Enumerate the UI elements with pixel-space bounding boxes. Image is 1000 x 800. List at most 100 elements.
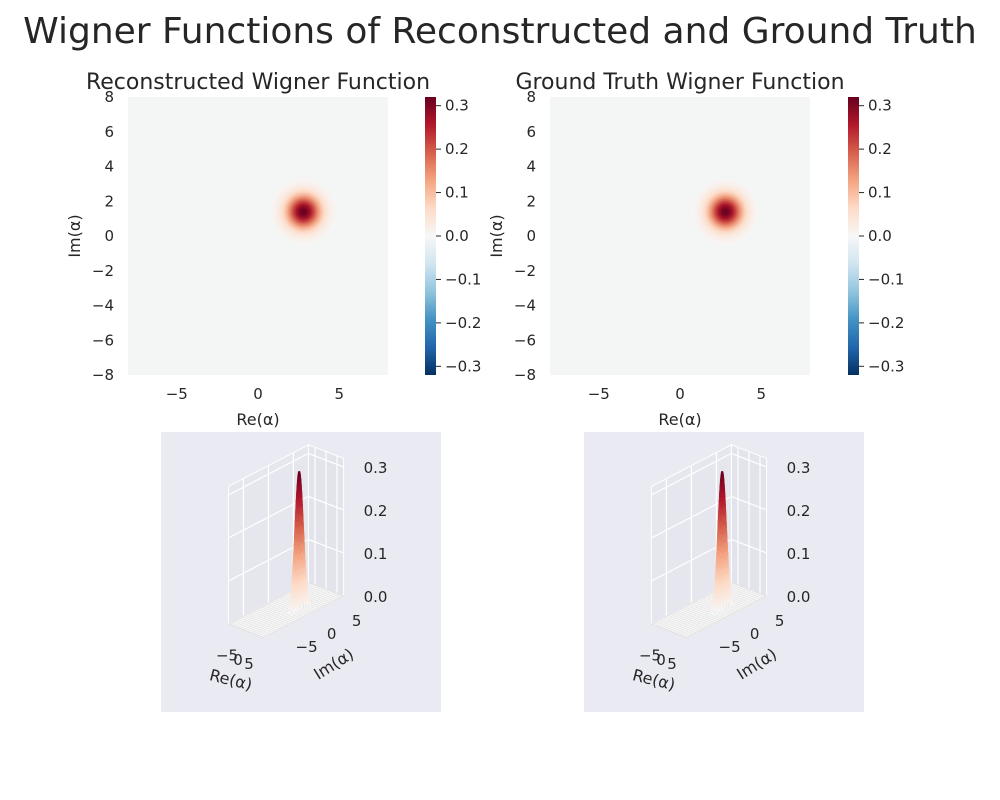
- y-tick-label: 0: [750, 625, 760, 643]
- surface-mesh-line: [656, 621, 692, 636]
- colorbar-tick-label: −0.3: [445, 357, 481, 375]
- surface-mesh-line: [688, 604, 725, 619]
- y-tick-label: −5: [296, 638, 318, 656]
- surface-mesh-line: [663, 617, 699, 632]
- colorbar-tick-label: 0.2: [445, 140, 469, 158]
- y-axis-label: Im(α): [487, 214, 506, 257]
- y-tick-label: 8: [526, 88, 536, 106]
- y-tick-label: −4: [92, 297, 114, 315]
- x-tick-label: −5: [166, 385, 188, 403]
- y-tick-label: −8: [92, 366, 114, 384]
- grid-line: [651, 452, 767, 496]
- surface-mesh-line: [247, 613, 283, 629]
- grid-line: [228, 495, 344, 539]
- x-tick-label: −5: [588, 385, 610, 403]
- surface-mesh-line: [265, 604, 302, 619]
- colorbar-tick-label: −0.2: [868, 314, 904, 332]
- surface-mesh-line: [681, 607, 718, 622]
- surface-mesh-line: [258, 607, 295, 622]
- x-axis-label: Re(α): [236, 410, 279, 429]
- surface-mesh-line: [230, 622, 267, 637]
- surface-mesh-line: [686, 605, 722, 620]
- surface-mesh-line: [308, 582, 344, 597]
- colorbar-tick-label: 0.1: [445, 184, 469, 202]
- y-tick-label: 2: [526, 192, 536, 210]
- ground-truth-heatmap-panel: Ground Truth Wigner Function −5 0 5 8 6 4 2 0 −2 −…: [487, 70, 904, 429]
- surface-mesh-line: [235, 620, 271, 635]
- reconstructed-surface-panel: −50 550−50.00.10.20.3Re(α) Im(α): [161, 432, 441, 712]
- x-tick-label: −5: [216, 647, 238, 665]
- surface-mesh-line: [670, 613, 706, 629]
- colorbar-tick-label: 0.2: [868, 140, 892, 158]
- y-tick-label: −2: [514, 262, 536, 280]
- z-tick-label: 0.1: [364, 545, 388, 563]
- colorbar-tick-label: −0.3: [868, 357, 904, 375]
- surface-mesh-line: [242, 616, 278, 631]
- z-tick-label: 0.2: [787, 502, 811, 520]
- heatmap-field: [550, 97, 810, 375]
- colorbar: [848, 97, 859, 375]
- surface-mesh-line: [658, 620, 694, 635]
- colorbar-tick-label: 0.3: [868, 97, 892, 115]
- ground-truth-surface-panel: −50 550−50.00.10.20.3Re(α) Im(α): [584, 432, 864, 712]
- surface-mesh-line: [726, 584, 762, 599]
- y-tick-label: −4: [514, 297, 536, 315]
- surface-mesh-line: [268, 593, 304, 618]
- colorbar-tick-label: 0.0: [445, 227, 469, 245]
- surface-mesh-line: [254, 610, 290, 625]
- x-tick-label: 5: [244, 655, 254, 673]
- surface-mesh-line: [305, 583, 342, 598]
- y-tick-label: 0: [104, 227, 114, 245]
- surface-mesh-line: [691, 593, 727, 618]
- wigner-peak: [691, 177, 760, 246]
- grid-line: [651, 538, 767, 582]
- surface-mesh-line: [228, 623, 264, 638]
- x-tick-label: 5: [667, 655, 677, 673]
- y-tick-label: −5: [719, 638, 741, 656]
- y-tick-label: 5: [775, 612, 785, 630]
- x-tick-label: 5: [334, 385, 344, 403]
- surface-mesh-line: [251, 611, 288, 626]
- surface-mesh-line: [244, 615, 281, 630]
- x-tick-label: 0: [233, 651, 243, 669]
- surface-mesh-line: [237, 618, 274, 633]
- surface-mesh-line: [261, 606, 297, 621]
- grid-line: [228, 538, 344, 582]
- colorbar-tick-label: 0.1: [868, 184, 892, 202]
- surface-mesh-line: [665, 616, 701, 631]
- surface-mesh-line: [651, 623, 687, 638]
- y-tick-label: 8: [104, 88, 114, 106]
- x-tick-label: 0: [675, 385, 685, 403]
- surface-mesh-line: [731, 582, 767, 597]
- surface-mesh-line: [674, 611, 711, 626]
- x-tick-label: 0: [656, 651, 666, 669]
- y-tick-label: 0: [526, 227, 536, 245]
- y-tick-label: −8: [514, 366, 536, 384]
- panel-title: Ground Truth Wigner Function: [515, 70, 844, 95]
- surface-mesh-line: [728, 583, 765, 598]
- y-axis-label: Im(α): [65, 214, 84, 257]
- z-tick-label: 0.3: [787, 459, 811, 477]
- y-tick-label: −6: [514, 331, 536, 349]
- x-tick-label: 5: [756, 385, 766, 403]
- y-tick-label: 0: [327, 625, 337, 643]
- surface-mesh-line: [672, 612, 708, 627]
- z-tick-label: 0.3: [364, 459, 388, 477]
- colorbar-tick-label: 0.0: [868, 227, 892, 245]
- z-tick-label: 0.2: [364, 502, 388, 520]
- surface-mesh-line: [240, 617, 276, 632]
- y-tick-label: 6: [104, 123, 114, 141]
- y-tick-label: 4: [526, 158, 536, 176]
- colorbar: [425, 97, 436, 375]
- colorbar-tick-label: −0.1: [445, 270, 481, 288]
- x-axis-label: Re(α): [658, 410, 701, 429]
- panel-title: Reconstructed Wigner Function: [86, 70, 430, 95]
- surface-mesh-line: [233, 621, 269, 636]
- z-tick-label: 0.0: [787, 588, 811, 606]
- surface-mesh-line: [263, 605, 299, 620]
- colorbar-tick-label: −0.1: [868, 270, 904, 288]
- grid-line: [228, 452, 344, 496]
- y-tick-label: −6: [92, 331, 114, 349]
- surface-mesh-line: [677, 610, 713, 625]
- x-tick-label: −5: [639, 647, 661, 665]
